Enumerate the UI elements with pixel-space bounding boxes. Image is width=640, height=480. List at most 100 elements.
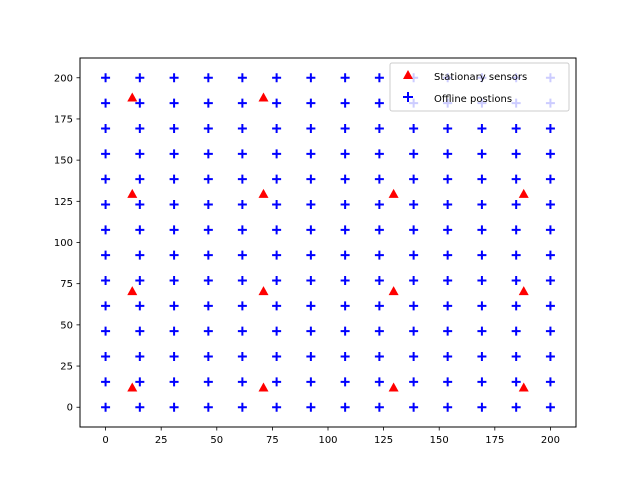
offline-position-point-5-11 xyxy=(477,276,487,286)
offline-position-point-13-7 xyxy=(340,73,350,83)
stationary-sensor-point-12 xyxy=(127,92,138,102)
legend: Stationary sensors Offline postions xyxy=(389,62,570,112)
offline-position-point-9-12 xyxy=(511,174,521,184)
offline-position-point-5-1 xyxy=(135,276,145,286)
offline-position-point-6-7 xyxy=(340,250,350,260)
offline-position-point-6-10 xyxy=(443,250,453,260)
stationary-sensor-point-7 xyxy=(518,286,529,296)
stationary-sensor-point-11 xyxy=(518,188,529,198)
offline-position-point-11-1 xyxy=(135,124,145,134)
offline-position-point-13-4 xyxy=(237,73,247,83)
x-tick-label-2: 50 xyxy=(210,435,223,446)
offline-position-point-4-6 xyxy=(306,301,316,311)
offline-position-point-11-12 xyxy=(511,124,521,134)
offline-position-point-13-8 xyxy=(374,73,384,83)
offline-position-point-2-7 xyxy=(340,351,350,361)
offline-position-point-3-2 xyxy=(169,326,179,336)
offline-position-point-0-2 xyxy=(169,402,179,412)
offline-position-point-2-2 xyxy=(169,351,179,361)
stationary-sensor-point-13 xyxy=(258,92,269,102)
offline-position-point-1-2 xyxy=(169,377,179,387)
stationary-sensor-point-0 xyxy=(127,382,138,392)
offline-position-point-2-12 xyxy=(511,351,521,361)
legend-marker-offline-positions xyxy=(403,92,413,102)
offline-position-point-5-7 xyxy=(340,276,350,286)
offline-position-point-7-5 xyxy=(272,225,282,235)
offline-position-point-6-1 xyxy=(135,250,145,260)
y-tick-label-3: 75 xyxy=(60,279,73,290)
offline-position-point-12-0 xyxy=(101,98,111,108)
offline-position-point-8-8 xyxy=(374,199,384,209)
offline-position-point-2-9 xyxy=(409,351,419,361)
offline-position-point-2-8 xyxy=(374,351,384,361)
y-tick-label-5: 125 xyxy=(54,197,73,208)
offline-position-point-12-7 xyxy=(340,98,350,108)
offline-position-point-10-0 xyxy=(101,149,111,159)
offline-position-point-9-3 xyxy=(203,174,213,184)
offline-position-point-5-6 xyxy=(306,276,316,286)
x-axis: 0 25 50 75 100 125 150 175 200 xyxy=(102,427,560,446)
offline-position-point-3-7 xyxy=(340,326,350,336)
offline-position-point-8-5 xyxy=(272,199,282,209)
offline-position-point-13-0 xyxy=(101,73,111,83)
offline-position-point-6-6 xyxy=(306,250,316,260)
offline-position-point-11-9 xyxy=(409,124,419,134)
offline-position-point-13-5 xyxy=(272,73,282,83)
offline-position-point-3-9 xyxy=(409,326,419,336)
offline-position-point-2-11 xyxy=(477,351,487,361)
offline-position-point-9-5 xyxy=(272,174,282,184)
offline-position-point-4-7 xyxy=(340,301,350,311)
offline-position-point-0-13 xyxy=(545,402,555,412)
offline-position-point-11-0 xyxy=(101,124,111,134)
offline-position-point-12-2 xyxy=(169,98,179,108)
offline-position-point-6-5 xyxy=(272,250,282,260)
offline-position-point-3-3 xyxy=(203,326,213,336)
offline-position-point-3-0 xyxy=(101,326,111,336)
x-tick-label-1: 25 xyxy=(155,435,168,446)
offline-position-point-9-8 xyxy=(374,174,384,184)
offline-position-point-11-11 xyxy=(477,124,487,134)
offline-position-point-11-6 xyxy=(306,124,316,134)
offline-position-point-10-12 xyxy=(511,149,521,159)
offline-position-point-4-2 xyxy=(169,301,179,311)
offline-position-point-1-12 xyxy=(511,377,521,387)
offline-position-point-6-2 xyxy=(169,250,179,260)
offline-position-point-5-10 xyxy=(443,276,453,286)
offline-position-point-11-4 xyxy=(237,124,247,134)
offline-position-point-0-3 xyxy=(203,402,213,412)
offline-position-point-9-1 xyxy=(135,174,145,184)
offline-position-point-9-10 xyxy=(443,174,453,184)
offline-position-point-0-1 xyxy=(135,402,145,412)
x-tick-label-6: 150 xyxy=(430,435,449,446)
offline-position-point-1-1 xyxy=(135,377,145,387)
offline-position-point-9-0 xyxy=(101,174,111,184)
offline-position-point-8-13 xyxy=(545,199,555,209)
x-tick-label-4: 100 xyxy=(318,435,337,446)
stationary-sensor-point-10 xyxy=(388,188,399,198)
offline-position-point-2-4 xyxy=(237,351,247,361)
offline-position-point-7-2 xyxy=(169,225,179,235)
y-tick-label-7: 175 xyxy=(54,114,73,125)
offline-position-point-9-9 xyxy=(409,174,419,184)
offline-position-point-2-6 xyxy=(306,351,316,361)
plot-markers xyxy=(101,73,555,412)
offline-position-point-0-11 xyxy=(477,402,487,412)
offline-position-point-7-7 xyxy=(340,225,350,235)
offline-position-point-2-13 xyxy=(545,351,555,361)
offline-position-point-1-10 xyxy=(443,377,453,387)
offline-position-point-4-9 xyxy=(409,301,419,311)
offline-position-point-10-8 xyxy=(374,149,384,159)
offline-position-point-4-1 xyxy=(135,301,145,311)
y-tick-label-4: 100 xyxy=(54,238,73,249)
offline-position-point-6-4 xyxy=(237,250,247,260)
legend-marker-stationary-sensors xyxy=(403,70,413,79)
offline-position-point-4-4 xyxy=(237,301,247,311)
offline-position-point-11-2 xyxy=(169,124,179,134)
offline-position-point-4-11 xyxy=(477,301,487,311)
offline-position-point-12-1 xyxy=(135,98,145,108)
offline-position-point-1-4 xyxy=(237,377,247,387)
offline-position-point-7-10 xyxy=(443,225,453,235)
offline-position-point-10-5 xyxy=(272,149,282,159)
offline-position-point-2-1 xyxy=(135,351,145,361)
stationary-sensor-point-1 xyxy=(258,382,269,392)
